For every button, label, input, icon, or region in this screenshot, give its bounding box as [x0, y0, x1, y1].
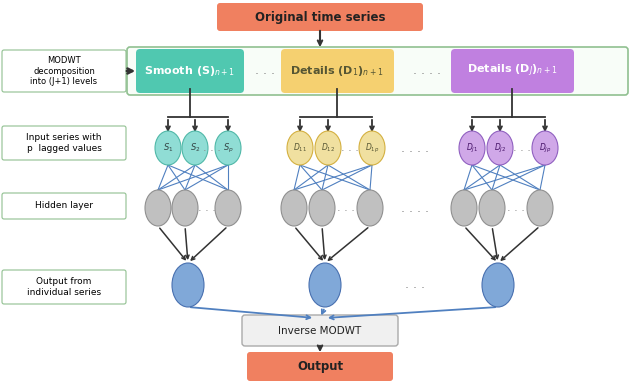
Text: Hidden layer: Hidden layer	[35, 202, 93, 210]
Text: $D_{J2}$: $D_{J2}$	[494, 141, 506, 154]
Text: . . .: . . .	[405, 278, 425, 291]
Text: . . .: . . .	[255, 65, 275, 78]
Ellipse shape	[459, 131, 485, 165]
FancyBboxPatch shape	[247, 352, 393, 381]
Text: $D_{11}$: $D_{11}$	[293, 142, 307, 154]
Ellipse shape	[357, 190, 383, 226]
Text: . . . .: . . . .	[401, 202, 429, 215]
FancyBboxPatch shape	[2, 270, 126, 304]
Text: Inverse MODWT: Inverse MODWT	[278, 326, 362, 336]
Text: Input series with
p  lagged values: Input series with p lagged values	[26, 133, 102, 153]
Text: $D_{Jp}$: $D_{Jp}$	[539, 141, 551, 154]
Ellipse shape	[155, 131, 181, 165]
Text: $D_{J1}$: $D_{J1}$	[466, 141, 478, 154]
FancyBboxPatch shape	[451, 49, 574, 93]
Text: MODWT
decomposition
into (J+1) levels: MODWT decomposition into (J+1) levels	[31, 56, 97, 86]
Text: Details (D$_1$)$_{n+1}$: Details (D$_1$)$_{n+1}$	[291, 64, 383, 78]
Ellipse shape	[315, 131, 341, 165]
Text: . . .: . . .	[341, 143, 359, 153]
Ellipse shape	[309, 190, 335, 226]
Text: $S_2$: $S_2$	[190, 142, 200, 154]
Ellipse shape	[479, 190, 505, 226]
Text: Output from
individual series: Output from individual series	[27, 277, 101, 297]
Ellipse shape	[215, 131, 241, 165]
Text: . . . .: . . . .	[401, 141, 429, 154]
Text: Output: Output	[297, 360, 343, 373]
Ellipse shape	[145, 190, 171, 226]
Ellipse shape	[172, 190, 198, 226]
Text: $D_{1p}$: $D_{1p}$	[365, 141, 380, 154]
FancyBboxPatch shape	[136, 49, 244, 93]
FancyBboxPatch shape	[2, 126, 126, 160]
Ellipse shape	[287, 131, 313, 165]
Ellipse shape	[172, 263, 204, 307]
FancyBboxPatch shape	[127, 47, 628, 95]
Text: Details (D$_J$)$_{n+1}$: Details (D$_J$)$_{n+1}$	[467, 63, 557, 79]
Text: . . .: . . .	[337, 203, 355, 213]
Text: . . .: . . .	[203, 143, 221, 153]
Ellipse shape	[359, 131, 385, 165]
Text: $S_1$: $S_1$	[163, 142, 173, 154]
Text: . . .: . . .	[513, 143, 531, 153]
FancyBboxPatch shape	[217, 3, 423, 31]
Ellipse shape	[527, 190, 553, 226]
Text: Smooth (S)$_{n+1}$: Smooth (S)$_{n+1}$	[145, 64, 236, 78]
FancyBboxPatch shape	[2, 50, 126, 92]
Text: $S_p$: $S_p$	[223, 141, 234, 154]
FancyBboxPatch shape	[242, 315, 398, 346]
FancyBboxPatch shape	[281, 49, 394, 93]
Ellipse shape	[482, 263, 514, 307]
Text: Original time series: Original time series	[255, 10, 385, 23]
Ellipse shape	[487, 131, 513, 165]
Text: . . .: . . .	[507, 203, 525, 213]
Ellipse shape	[281, 190, 307, 226]
Ellipse shape	[451, 190, 477, 226]
Ellipse shape	[532, 131, 558, 165]
FancyBboxPatch shape	[2, 193, 126, 219]
Ellipse shape	[215, 190, 241, 226]
Text: . . .: . . .	[198, 203, 216, 213]
Ellipse shape	[309, 263, 341, 307]
Text: $D_{12}$: $D_{12}$	[321, 142, 335, 154]
Ellipse shape	[182, 131, 208, 165]
Text: . . . .: . . . .	[413, 65, 441, 78]
